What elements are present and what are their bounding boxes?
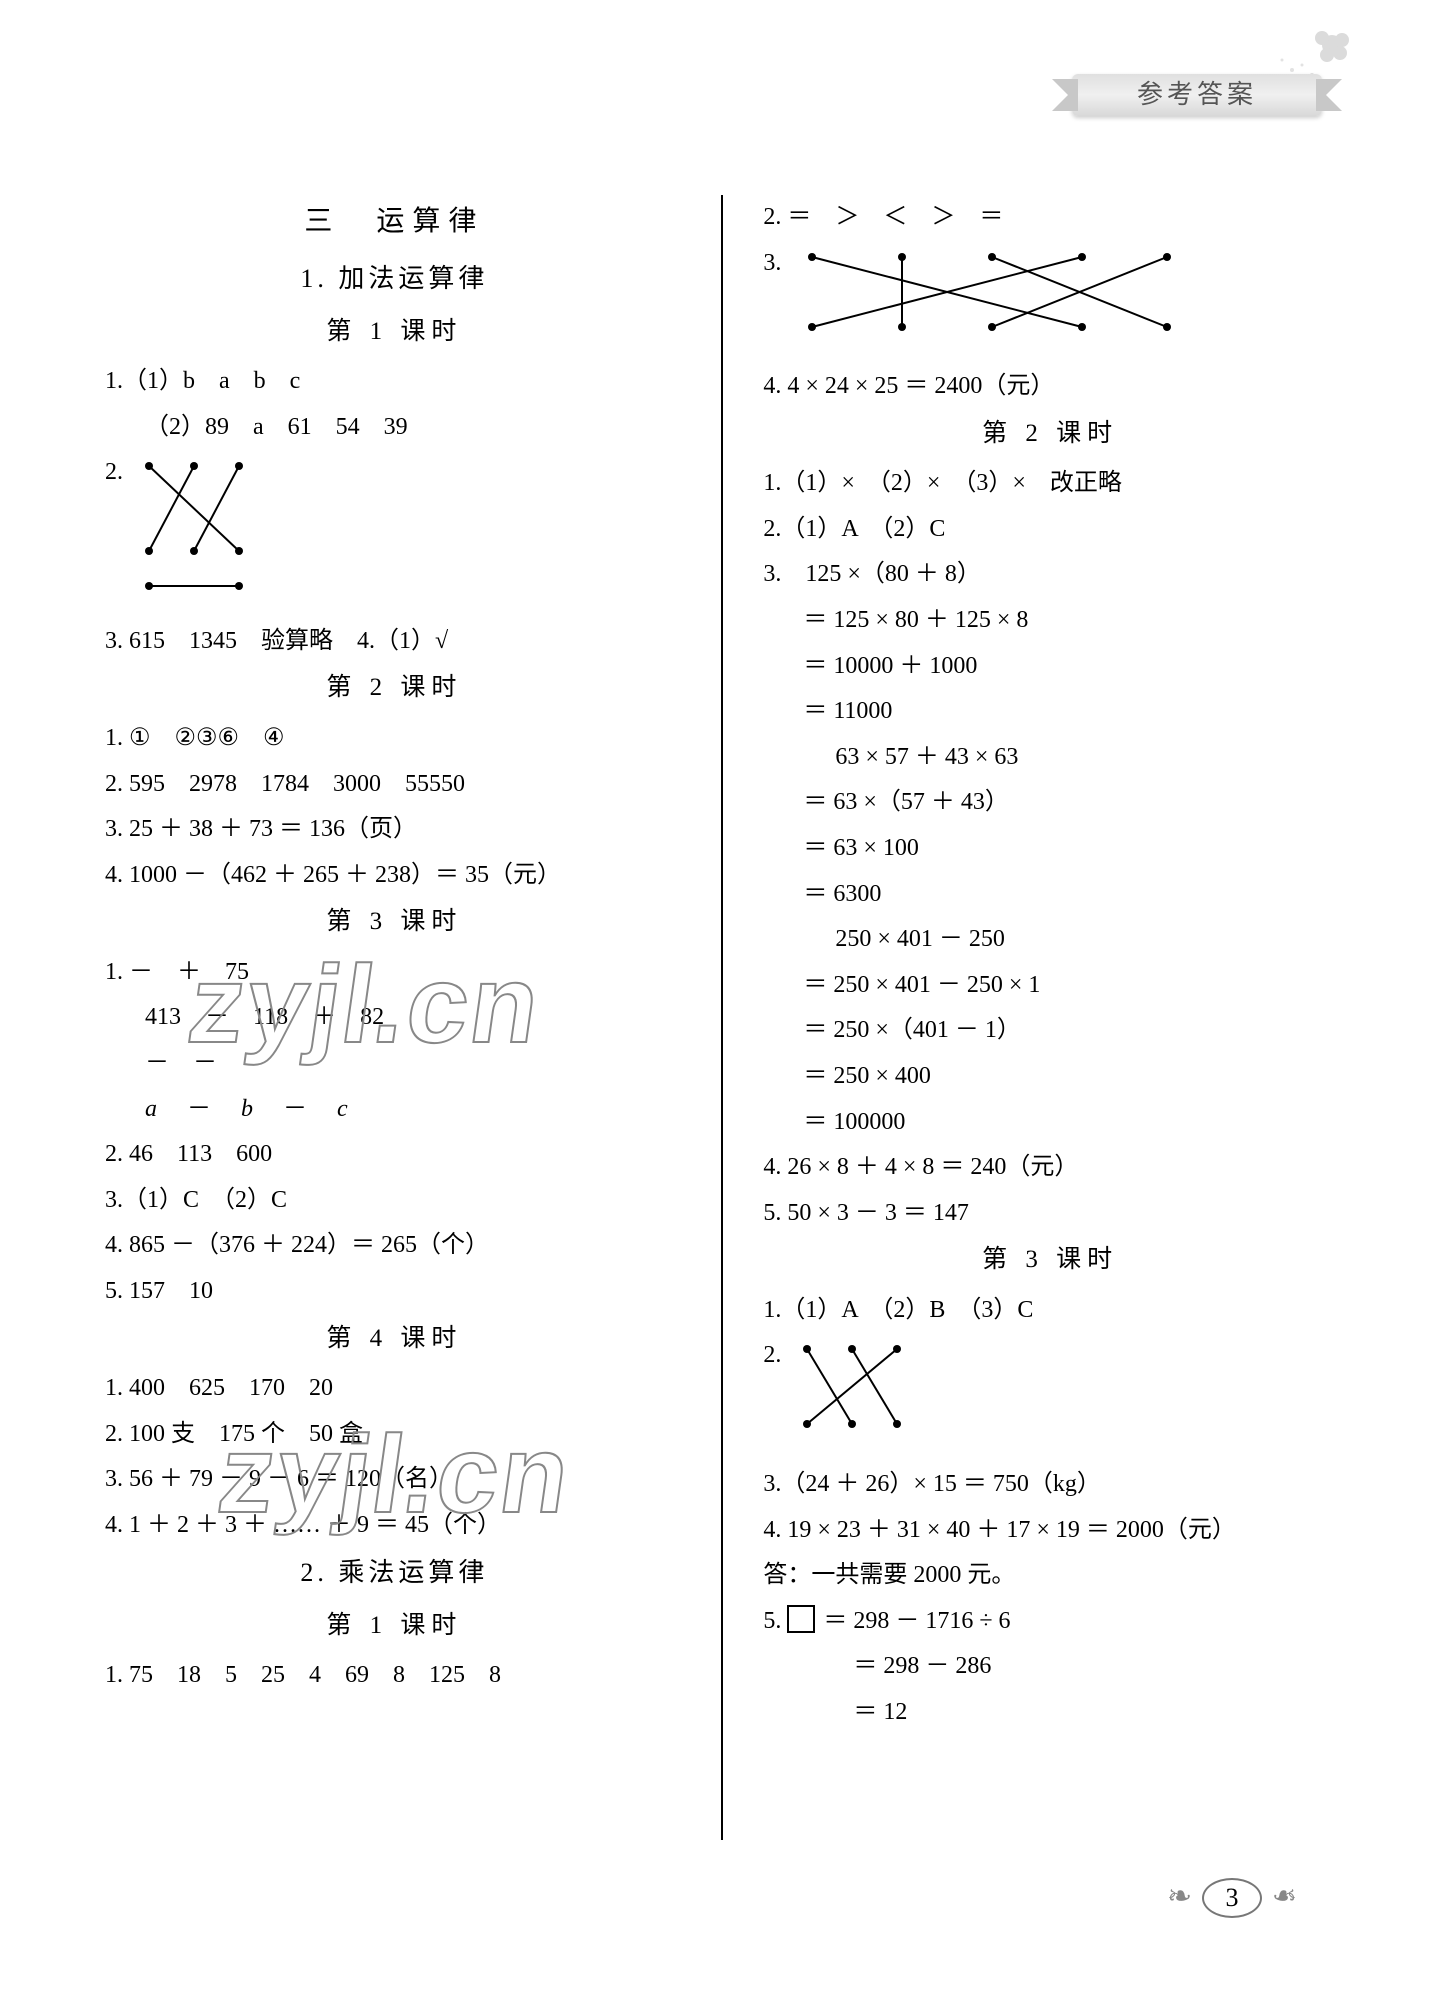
answer-line: 4. 26 × 8 ＋ 4 × 8 ＝ 240（元）	[763, 1145, 1337, 1191]
op: －	[283, 1096, 307, 1122]
lesson-1-title: 第 1 课时	[105, 308, 684, 356]
answer-line: 4. 4 × 24 × 25 ＝ 2400（元）	[763, 364, 1337, 410]
expr: ＝ 298 － 1716 ÷ 6	[823, 1608, 1010, 1634]
ribbon-label: 参考答案	[1072, 65, 1322, 125]
blank-square-icon	[787, 1605, 815, 1633]
var-a: a	[145, 1096, 157, 1122]
answer-line: 5. ＝ 298 － 1716 ÷ 6	[763, 1599, 1337, 1645]
answer-line: 2.（1）A （2）C	[763, 507, 1337, 553]
page-footer: ❧ 3 ❧	[1172, 1870, 1292, 1930]
page-number: 3	[1202, 1878, 1262, 1918]
answer-line: － －	[105, 1041, 684, 1087]
answer-line: 答：一共需要 2000 元。	[763, 1553, 1337, 1599]
answer-line: 4. 865 －（376 ＋ 224）＝ 265（个）	[105, 1223, 684, 1269]
answer-line: 1. ① ②③⑥ ④	[105, 716, 684, 762]
answer-line: 2. 595 2978 1784 3000 55550	[105, 762, 684, 808]
item-prefix: 2.	[105, 459, 123, 485]
page-content: 三 运算律 1. 加法运算律 第 1 课时 1.（1）b a b c （2）89…	[105, 195, 1337, 1840]
answer-line: 3. 125 ×（80 ＋ 8）	[763, 552, 1337, 598]
answer-line: ＝ 63 ×（57 ＋ 43）	[763, 780, 1337, 826]
answer-line: ＝ 11000	[763, 689, 1337, 735]
answer-line: 1. － ＋ 75	[105, 950, 684, 996]
var-c: c	[337, 1096, 348, 1122]
item-prefix: 2.	[763, 1342, 781, 1368]
answer-line: ＝ 10000 ＋ 1000	[763, 644, 1337, 690]
answer-line: 2. 100 支 175 个 50 盒	[105, 1412, 684, 1458]
matching-diagram-3	[797, 1339, 937, 1456]
item-prefix: 5.	[763, 1608, 787, 1634]
answer-line: 3. 25 ＋ 38 ＋ 73 ＝ 136（页）	[105, 807, 684, 853]
lesson-5-title: 第 1 课时	[105, 1602, 684, 1650]
answer-line: 4. 1 ＋ 2 ＋ 3 ＋ …… ＋ 9 ＝ 45（个）	[105, 1503, 684, 1549]
header-ribbon: 参考答案	[1072, 65, 1322, 125]
footer-swirl-left-icon: ❧	[1167, 1882, 1202, 1912]
answer-line: 5. 157 10	[105, 1269, 684, 1315]
lesson-4-title: 第 4 课时	[105, 1315, 684, 1363]
lesson-3-title-r: 第 3 课时	[763, 1236, 1337, 1284]
answer-line: ＝ 250 × 401 － 250 × 1	[763, 963, 1337, 1009]
column-divider	[721, 195, 723, 1840]
answer-line: ＝ 125 × 80 ＋ 125 × 8	[763, 598, 1337, 644]
answer-line: （2）89 a 61 54 39	[105, 405, 684, 451]
answer-line: 1.（1）b a b c	[105, 359, 684, 405]
answer-line: ＝ 250 × 400	[763, 1054, 1337, 1100]
answer-line: ＝ 63 × 100	[763, 826, 1337, 872]
answer-line: 63 × 57 ＋ 43 × 63	[763, 735, 1337, 781]
answer-line: 3.（1）C （2）C	[105, 1178, 684, 1224]
answer-line: 1.（1）A （2）B （3）C	[763, 1288, 1337, 1334]
matching-diagram-1	[139, 456, 279, 613]
answer-line: a － b － c	[105, 1087, 684, 1133]
op: －	[187, 1096, 211, 1122]
chapter-title: 三 运算律	[105, 195, 684, 248]
answer-line: 1. 75 18 5 25 4 69 8 125 8	[105, 1653, 684, 1699]
answer-line: 2. 46 113 600	[105, 1132, 684, 1178]
answer-line: ＝ 100000	[763, 1100, 1337, 1146]
answer-line: 3. 615 1345 验算略 4.（1）√	[105, 619, 684, 665]
right-column: 2. ＝ ＞ ＜ ＞ ＝ 3. 4. 4 × 24 × 25 ＝ 2400（元）…	[733, 195, 1337, 1736]
answer-line: ＝ 250 ×（401 － 1）	[763, 1008, 1337, 1054]
answer-line: 3.（24 ＋ 26）× 15 ＝ 750（kg）	[763, 1462, 1337, 1508]
answer-line: 2.	[105, 450, 684, 619]
answer-line: 4. 1000 －（462 ＋ 265 ＋ 238）＝ 35（元）	[105, 853, 684, 899]
lesson-3-title: 第 3 课时	[105, 898, 684, 946]
answer-line: 3.	[763, 241, 1337, 365]
section-2-title: 2. 乘法运算律	[105, 1548, 684, 1597]
answer-line: 2.	[763, 1333, 1337, 1462]
answer-line: ＝ 298 － 286	[763, 1644, 1337, 1690]
lesson-2-title-r: 第 2 课时	[763, 410, 1337, 458]
answer-line: 1. 400 625 170 20	[105, 1366, 684, 1412]
footer-swirl-right-icon: ❧	[1262, 1882, 1297, 1912]
answer-line: 1.（1）× （2）× （3）× 改正略	[763, 461, 1337, 507]
answer-line: 4. 19 × 23 ＋ 31 × 40 ＋ 17 × 19 ＝ 2000（元）	[763, 1508, 1337, 1554]
answer-line: 250 × 401 － 250	[763, 917, 1337, 963]
section-1-title: 1. 加法运算律	[105, 254, 684, 303]
answer-line: ＝ 6300	[763, 872, 1337, 918]
matching-diagram-2	[797, 247, 1177, 359]
item-prefix: 3.	[763, 250, 781, 276]
left-column: 三 运算律 1. 加法运算律 第 1 课时 1.（1）b a b c （2）89…	[105, 195, 709, 1699]
answer-line: 5. 50 × 3 － 3 ＝ 147	[763, 1191, 1337, 1237]
answer-line: 413 － 118 ＋ 82	[105, 995, 684, 1041]
answer-line: 2. ＝ ＞ ＜ ＞ ＝	[763, 195, 1337, 241]
lesson-2-title: 第 2 课时	[105, 664, 684, 712]
answer-line: ＝ 12	[763, 1690, 1337, 1736]
answer-line: 3. 56 ＋ 79 － 9 － 6 ＝ 120（名）	[105, 1457, 684, 1503]
var-b: b	[241, 1096, 253, 1122]
